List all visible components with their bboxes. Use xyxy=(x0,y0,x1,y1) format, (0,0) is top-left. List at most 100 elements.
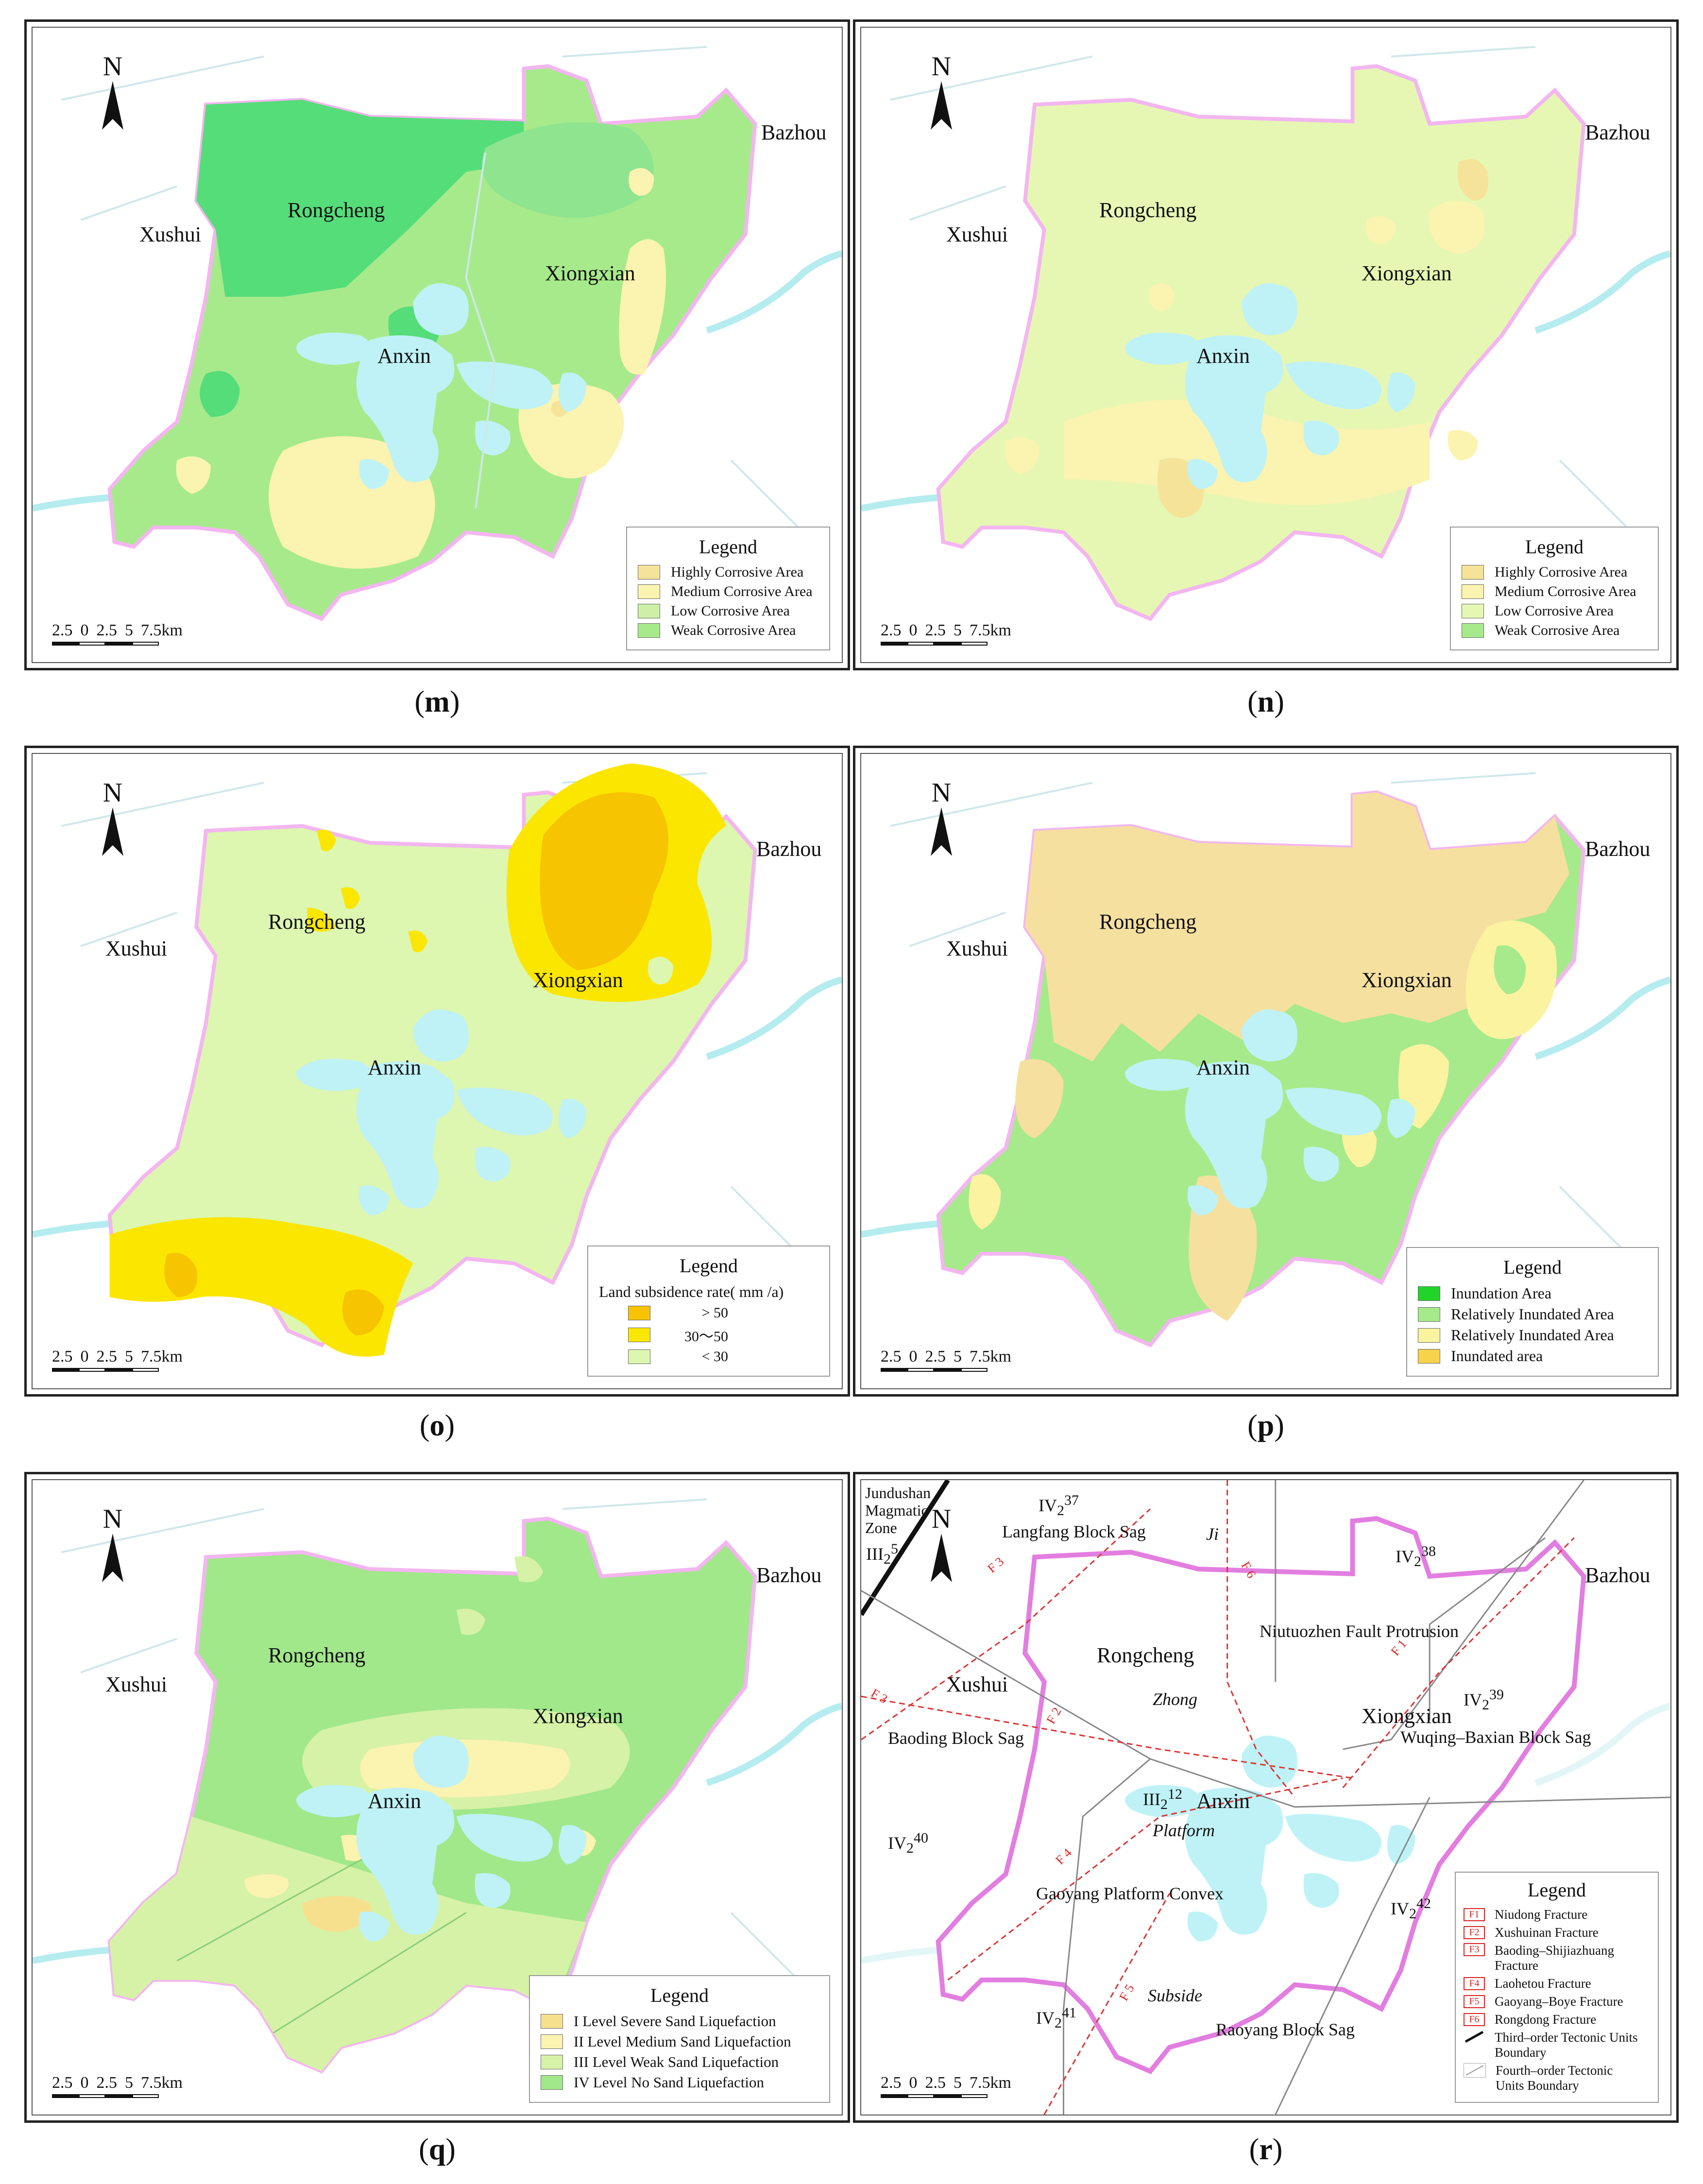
legend-item: Fourth–order Tectonic Units Boundary xyxy=(1464,2063,1650,2093)
scale-bar: 2.5 0 2.5 5 7.5km xyxy=(881,1348,1031,1375)
city-bazhou: Bazhou xyxy=(756,1563,822,1587)
map-q xyxy=(33,1498,842,2115)
map-p xyxy=(861,772,1670,1388)
city-bazhou: Bazhou xyxy=(1585,1563,1651,1587)
legend-item: Inundation Area xyxy=(1418,1284,1647,1302)
city-anxin: Anxin xyxy=(1196,344,1250,368)
scale-bar: 2.5 0 2.5 5 7.5km xyxy=(881,621,1031,648)
north-arrow: N xyxy=(924,52,958,130)
label-gaoyang: Gaoyang Platform Convex xyxy=(1036,1884,1224,1903)
map-panel-r: N Jundushan Magmatic Zone III25 IV237 La… xyxy=(853,1472,1679,2123)
label-zhong: Zhong xyxy=(1153,1689,1198,1709)
label-iv2-40: IV240 xyxy=(888,1830,928,1857)
caption-m: (m) xyxy=(414,685,460,718)
city-rongcheng: Rongcheng xyxy=(268,910,366,934)
legend-item: F3 Baoding–Shijiazhuang Fracture xyxy=(1464,1943,1650,1973)
legend-item: Weak Corrosive Area xyxy=(1462,622,1647,639)
label-iv2-41: IV241 xyxy=(1036,2005,1076,2031)
legend-m: Legend Highly Corrosive Area Medium Corr… xyxy=(626,527,830,650)
city-xushui: Xushui xyxy=(946,1672,1008,1696)
city-rongcheng: Rongcheng xyxy=(268,1643,366,1667)
legend-item: IV Level No Sand Liquefaction xyxy=(541,2074,818,2091)
legend-item: Medium Corrosive Area xyxy=(1462,583,1647,600)
map-panel-n: N Xushui Rongcheng Xiongxian Anxin Bazho… xyxy=(853,19,1679,670)
city-xiongxian: Xiongxian xyxy=(533,968,623,992)
label-wuqing: Wuqing–Baxian Block Sag xyxy=(1400,1727,1591,1747)
city-xiongxian: Xiongxian xyxy=(1362,261,1452,285)
label-iv2-39: IV239 xyxy=(1464,1687,1504,1713)
legend-item: Relatively Inundated Area xyxy=(1418,1305,1647,1323)
north-arrow: N xyxy=(96,52,130,130)
caption-n: (n) xyxy=(1247,685,1284,718)
label-iii2-5: III25 xyxy=(866,1541,898,1568)
city-xushui: Xushui xyxy=(139,222,202,246)
north-arrow-icon xyxy=(102,1534,123,1582)
city-xiongxian: Xiongxian xyxy=(545,261,635,285)
caption-o: (o) xyxy=(419,1409,455,1442)
scale-bar: 2.5 0 2.5 5 7.5km xyxy=(52,1348,203,1375)
city-anxin: Anxin xyxy=(377,344,431,368)
legend-item: Low Corrosive Area xyxy=(1462,603,1647,619)
north-arrow: N xyxy=(924,778,958,856)
legend-item: F2 Xushuinan Fracture xyxy=(1464,1925,1650,1940)
legend-item: > 50 xyxy=(599,1305,818,1321)
city-bazhou: Bazhou xyxy=(761,120,827,144)
north-arrow-icon xyxy=(931,1534,952,1582)
map-panel-q: N Xushui Rongcheng Xiongxian Anxin Bazho… xyxy=(24,1472,850,2123)
city-anxin: Anxin xyxy=(1196,1056,1250,1079)
north-arrow: N xyxy=(924,1504,958,1582)
city-xushui: Xushui xyxy=(105,1672,168,1696)
map-panel-p: N Xushui Rongcheng Xiongxian Anxin Bazho… xyxy=(853,746,1679,1397)
map-m xyxy=(33,46,842,662)
city-xushui: Xushui xyxy=(946,222,1008,246)
legend-item: III Level Weak Sand Liquefaction xyxy=(541,2053,818,2071)
north-label: N xyxy=(102,51,123,82)
label-jundushan: Jundushan Magmatic Zone xyxy=(865,1484,931,1536)
city-rongcheng: Rongcheng xyxy=(1099,198,1197,222)
label-ji: Ji xyxy=(1206,1524,1219,1544)
city-bazhou: Bazhou xyxy=(1585,837,1651,861)
city-anxin: Anxin xyxy=(1196,1789,1250,1813)
legend-item: Low Corrosive Area xyxy=(638,603,818,619)
legend-item: Third–order Tectonic Units Boundary xyxy=(1464,2030,1650,2060)
city-xiongxian: Xiongxian xyxy=(1362,1704,1452,1728)
legend-item: II Level Medium Sand Liquefaction xyxy=(541,2033,818,2050)
city-anxin: Anxin xyxy=(368,1056,421,1079)
fourth-order-boundary-icon xyxy=(1464,2063,1486,2078)
scale-bar: 2.5 0 2.5 5 7.5km xyxy=(52,2074,203,2101)
map-r xyxy=(861,1480,1670,2115)
legend-item: 30～50 xyxy=(599,1324,818,1346)
scale-bar: 2.5 0 2.5 5 7.5km xyxy=(881,2074,1031,2101)
legend-item: F6 Rongdong Fracture xyxy=(1464,2012,1650,2027)
city-rongcheng: Rongcheng xyxy=(288,198,385,222)
legend-item: Highly Corrosive Area xyxy=(638,564,818,580)
city-xushui: Xushui xyxy=(105,937,168,960)
city-xiongxian: Xiongxian xyxy=(1362,968,1452,992)
label-subside: Subside xyxy=(1148,1986,1202,2005)
scale-bar: 2.5 0 2.5 5 7.5km xyxy=(52,621,203,648)
label-iv2-37: IV237 xyxy=(1039,1492,1079,1519)
map-n xyxy=(861,46,1670,662)
legend-item: F5 Gaoyang–Boye Fracture xyxy=(1464,1994,1650,2009)
legend-p: Legend Inundation Area Relatively Inunda… xyxy=(1406,1247,1659,1377)
city-xiongxian: Xiongxian xyxy=(533,1704,623,1728)
north-arrow-icon xyxy=(102,807,123,856)
label-platform: Platform xyxy=(1153,1821,1215,1840)
north-arrow-icon xyxy=(931,81,952,130)
map-panel-m: N Xushui Rongcheng Xiongxian Anxin Bazho… xyxy=(24,19,850,670)
legend-item: Inundated area xyxy=(1418,1347,1647,1365)
legend-item: F4 Laohetou Fracture xyxy=(1464,1976,1650,1991)
third-order-boundary-icon xyxy=(1465,2030,1484,2043)
label-iv2-38: IV238 xyxy=(1396,1543,1436,1570)
city-xushui: Xushui xyxy=(946,937,1008,960)
legend-item: Weak Corrosive Area xyxy=(638,622,818,639)
legend-item: Relatively Inundated Area xyxy=(1418,1326,1647,1344)
label-raoyang: Raoyang Block Sag xyxy=(1216,2020,1355,2039)
label-niutuozhen: Niutuozhen Fault Protrusion xyxy=(1260,1621,1459,1641)
map-panel-o: N Xushui Rongcheng Xiongxian Anxin Bazho… xyxy=(24,746,850,1397)
caption-p: (p) xyxy=(1247,1409,1284,1442)
city-rongcheng: Rongcheng xyxy=(1099,910,1197,934)
label-iii2-12: III212 xyxy=(1143,1786,1182,1813)
city-bazhou: Bazhou xyxy=(1585,120,1651,144)
caption-q: (q) xyxy=(419,2133,456,2166)
